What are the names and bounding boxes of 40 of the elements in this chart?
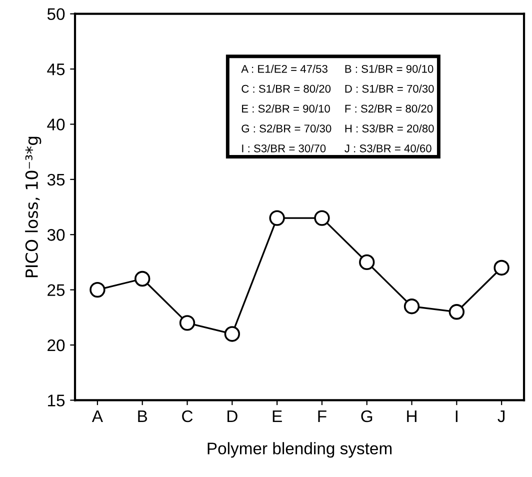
point bbox=[269, 210, 285, 226]
x-axis-title: Polymer blending system bbox=[208, 442, 392, 458]
point bbox=[314, 210, 330, 226]
annotation: F : S2/BR = 80/20 bbox=[345, 104, 433, 113]
point bbox=[90, 282, 106, 298]
point bbox=[224, 326, 240, 342]
point bbox=[404, 298, 420, 314]
y-tick-label: 50 bbox=[47, 8, 65, 20]
x-tick-label: J bbox=[498, 410, 504, 422]
annotation: E : S2/BR = 90/10 bbox=[242, 104, 330, 113]
x-tick-label: A bbox=[92, 410, 103, 422]
x-tick-label: C bbox=[182, 410, 193, 422]
y-axis-title: PICO loss, 10⁻³*g bbox=[25, 136, 42, 278]
annotation: I : S3/BR = 30/70 bbox=[242, 144, 326, 152]
y-tick-label: 40 bbox=[47, 118, 65, 130]
x-tick-label: B bbox=[138, 410, 148, 422]
point bbox=[359, 254, 375, 270]
annotation: J : S3/BR = 40/60 bbox=[344, 144, 432, 152]
y-tick-label: 45 bbox=[47, 64, 65, 76]
annotation: B : S1/BR = 90/10 bbox=[345, 64, 434, 73]
y-tick-label: 15 bbox=[48, 394, 65, 406]
point bbox=[448, 304, 465, 320]
x-tick-label: F bbox=[318, 410, 326, 422]
annotation: G : S2/BR = 70/30 bbox=[242, 124, 332, 132]
x-tick-label: D bbox=[228, 410, 238, 422]
annotation: A : E1/E2 = 47/53 bbox=[241, 64, 328, 73]
annotation: C : S1/BR = 80/20 bbox=[242, 84, 331, 93]
x-tick-label: H bbox=[407, 410, 416, 422]
x-tick-label: E bbox=[272, 410, 282, 422]
point bbox=[179, 315, 196, 331]
y-tick-label: 25 bbox=[48, 284, 65, 296]
point bbox=[494, 260, 510, 276]
y-tick-label: 30 bbox=[47, 229, 65, 241]
x-tick-label: I bbox=[456, 410, 458, 422]
x-tick-label: G bbox=[361, 410, 372, 422]
annotation: D : S1/BR = 70/30 bbox=[345, 84, 434, 93]
point bbox=[134, 270, 150, 287]
annotation: H : S3/BR = 20/80 bbox=[345, 124, 434, 132]
y-tick-label: 20 bbox=[48, 339, 65, 352]
y-tick-label: 35 bbox=[47, 174, 65, 186]
